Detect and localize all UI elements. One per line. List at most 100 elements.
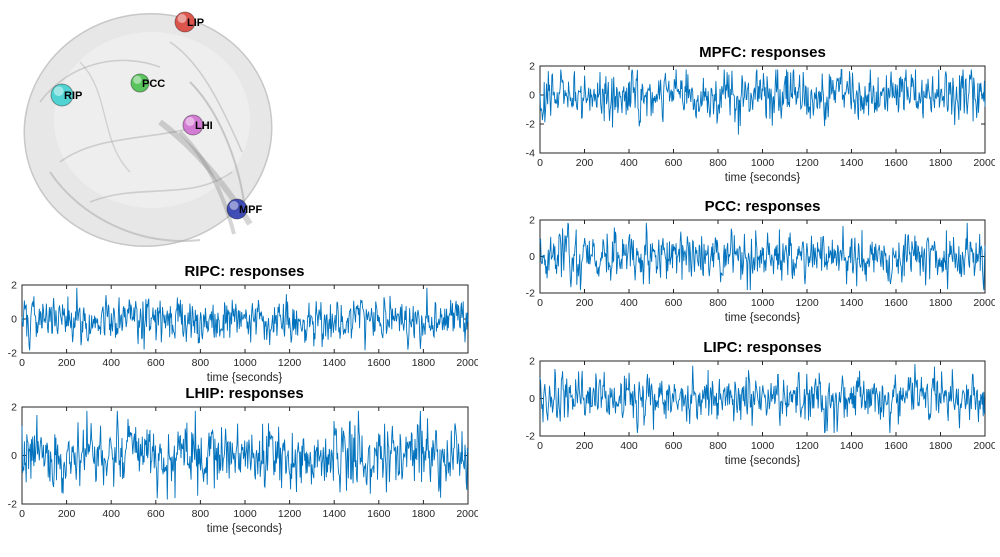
brain-node-label-mpf: MPF (239, 204, 263, 216)
node-highlight (229, 201, 239, 210)
x-tick-label: 400 (620, 297, 638, 309)
chart-title-pcc: PCC: responses (704, 198, 821, 215)
y-tick-label: -2 (526, 431, 535, 443)
x-tick-label: 1600 (884, 157, 908, 169)
axes-box (539, 360, 986, 437)
x-tick-label: 1800 (929, 297, 953, 309)
node-highlight (177, 14, 187, 23)
x-tick-label: 1600 (367, 508, 391, 520)
x-tick-label: 200 (576, 157, 594, 169)
y-tick-label: -2 (526, 288, 535, 300)
y-tick-label: 2 (529, 62, 535, 73)
brain-diagram: LIP PCC RIP LHI MPF (10, 2, 300, 262)
chart-title-lipc: LIPC: responses (703, 339, 822, 356)
x-tick-label: 600 (147, 508, 165, 520)
x-tick-label: 200 (58, 508, 76, 520)
x-axis-label-ripc: time {seconds} (206, 372, 283, 384)
brain-node-label-lhi: LHI (195, 120, 213, 132)
y-tick-label: -2 (8, 499, 17, 511)
x-tick-label: 400 (620, 157, 638, 169)
x-tick-label: 800 (192, 508, 210, 520)
chart-ripc: RIPC: responses 0 200 400 600 800 1000 1200 140… (0, 263, 478, 385)
x-tick-label: 1800 (929, 157, 953, 169)
x-tick-label: 1400 (840, 440, 864, 452)
chart-title-lhip: LHIP: responses (185, 385, 304, 402)
x-tick-label: 400 (102, 508, 120, 520)
x-tick-label: 1200 (795, 297, 819, 309)
axes-box (539, 65, 986, 154)
x-tick-label: 1200 (278, 357, 302, 369)
node-highlight (133, 75, 142, 84)
chart-lipc: LIPC: responses 0 200 400 600 800 1000 1200 140… (518, 339, 995, 468)
x-tick-label: 1600 (367, 357, 391, 369)
signal-line-ripc (21, 287, 469, 351)
x-tick-label: 2000 (973, 297, 995, 309)
x-tick-label: 1000 (233, 508, 257, 520)
x-tick-label: 200 (576, 297, 594, 309)
x-tick-label: 400 (102, 357, 120, 369)
x-axis-label-mpfc: time {seconds} (724, 172, 801, 184)
x-tick-label: 0 (537, 440, 543, 452)
y-tick-label: 0 (529, 90, 535, 102)
y-tick-label: 0 (529, 393, 535, 405)
brain-node-mpf (226, 198, 248, 220)
plot-area-ripc: 0 200 400 600 800 1000 1200 1400 1600 1800 2000-20… (8, 281, 478, 369)
x-tick-label: 1000 (751, 297, 775, 309)
x-tick-label: 0 (19, 508, 25, 520)
x-tick-label: 1200 (278, 508, 302, 520)
plot-area-lhip: 0 200 400 600 800 1000 1200 1400 1600 1800 2000-20… (8, 403, 478, 520)
x-tick-label: 0 (537, 297, 543, 309)
x-tick-label: 800 (709, 157, 727, 169)
plot-area-lipc: 0 200 400 600 800 1000 1200 1400 1600 1800 2000-20… (526, 357, 995, 452)
x-tick-label: 1400 (840, 157, 864, 169)
x-tick-label: 0 (537, 157, 543, 169)
plot-area-pcc: 0 200 400 600 800 1000 1200 1400 1600 1800 2000-20… (526, 216, 995, 309)
x-tick-label: 200 (58, 357, 76, 369)
brain-node-pcc (130, 73, 150, 93)
y-tick-label: -2 (8, 348, 17, 360)
x-tick-label: 1000 (233, 357, 257, 369)
brain-svg: LIP PCC RIP LHI MPF (23, 11, 273, 247)
x-tick-label: 1800 (412, 357, 436, 369)
x-tick-label: 1600 (884, 297, 908, 309)
chart-title-mpfc: MPFC: responses (699, 44, 826, 61)
x-axis-label-pcc: time {seconds} (724, 312, 801, 324)
x-tick-label: 1200 (795, 440, 819, 452)
x-tick-label: 400 (620, 440, 638, 452)
x-tick-label: 2000 (973, 157, 995, 169)
x-tick-label: 2000 (456, 357, 478, 369)
x-tick-label: 1600 (884, 440, 908, 452)
brain-node-lip (174, 11, 196, 33)
y-tick-label: 0 (11, 450, 17, 462)
y-tick-label: 2 (529, 216, 535, 227)
signal-line-pcc (539, 222, 986, 291)
x-tick-label: 0 (19, 357, 25, 369)
x-tick-label: 1400 (840, 297, 864, 309)
node-highlight (53, 86, 64, 97)
x-tick-label: 600 (665, 440, 683, 452)
signal-line-lipc (539, 363, 986, 434)
brain-node-label-rip: RIP (64, 90, 82, 102)
chart-title-ripc: RIPC: responses (184, 263, 305, 280)
brain-surface (23, 13, 273, 247)
y-tick-label: 2 (529, 357, 535, 368)
x-tick-label: 1200 (795, 157, 819, 169)
y-tick-label: 0 (529, 251, 535, 263)
chart-mpfc: MPFC: responses 0 200 400 600 800 1000 1200 140… (518, 44, 995, 185)
x-tick-label: 2000 (456, 508, 478, 520)
signal-line-lhip (21, 410, 469, 500)
y-tick-label: 2 (11, 403, 17, 414)
brain-nodes-group: LIP PCC RIP LHI MPF (50, 11, 263, 220)
x-tick-label: 1800 (929, 440, 953, 452)
brain-node-rip (50, 83, 74, 107)
x-tick-label: 1000 (751, 440, 775, 452)
y-tick-label: 0 (11, 314, 17, 326)
brain-node-lhi (182, 114, 204, 136)
signal-line-mpfc (539, 69, 986, 135)
y-tick-label: -4 (526, 148, 535, 160)
x-tick-label: 800 (709, 297, 727, 309)
x-tick-label: 800 (192, 357, 210, 369)
brain-node-label-lip: LIP (187, 17, 204, 29)
x-tick-label: 200 (576, 440, 594, 452)
